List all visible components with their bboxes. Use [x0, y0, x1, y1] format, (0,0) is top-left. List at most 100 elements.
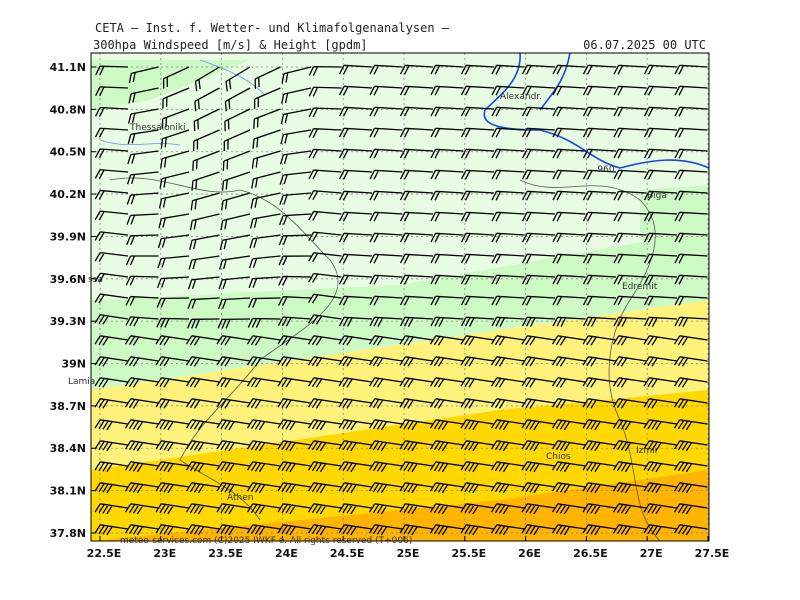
wind-barb	[673, 503, 708, 515]
wind-barb	[216, 482, 251, 494]
lat-tick-label: 38.7N	[50, 400, 86, 413]
wind-barb	[308, 190, 342, 201]
wind-barb	[246, 440, 281, 452]
axes: 41.1N 40.8N 40.5N 40.2N 39.9N 39.6N 39.3N 39N 38…	[50, 61, 730, 560]
wind-barb	[551, 398, 586, 409]
wind-barb	[399, 127, 434, 138]
wind-barb	[643, 503, 678, 515]
wind-barb	[185, 461, 220, 473]
wind-barb	[552, 148, 586, 159]
wind-barb	[155, 398, 190, 409]
wind-barb	[429, 398, 464, 409]
wind-barb	[491, 253, 525, 264]
wind-barb	[338, 440, 373, 452]
lon-tick-label: 26.5E	[573, 547, 608, 560]
wind-barb	[643, 377, 678, 388]
wind-barb	[94, 148, 129, 159]
wind-barb	[193, 129, 220, 151]
lon-tick-label: 23E	[153, 547, 176, 560]
wind-barb	[613, 253, 647, 264]
wind-barb	[94, 210, 129, 221]
institute: CETA – Inst. f. Wetter- und Klimafolgena…	[95, 21, 450, 35]
wind-barb	[124, 356, 159, 367]
wind-barb	[521, 482, 556, 494]
wind-barb	[246, 503, 281, 515]
height-contour	[483, 53, 709, 169]
wind-barb	[430, 232, 464, 243]
wind-barb	[673, 398, 708, 409]
wind-barb	[125, 295, 159, 306]
wind-barb	[124, 419, 159, 431]
wind-barb	[399, 377, 434, 388]
wind-barb	[521, 524, 556, 536]
wind-barb	[490, 461, 525, 473]
wind-barb	[399, 106, 434, 117]
wind-barb	[521, 419, 556, 431]
wind-barb	[250, 192, 281, 209]
wind-barb	[185, 356, 220, 367]
wind-barb	[307, 356, 342, 367]
wind-barb	[460, 482, 495, 494]
frame	[90, 52, 710, 542]
wind-barb	[429, 524, 464, 536]
wind-barb	[126, 234, 159, 246]
wind-barb	[187, 276, 220, 290]
wind-barb	[277, 461, 312, 473]
wind-barb	[643, 169, 678, 180]
wind-barb	[643, 274, 678, 285]
field-title: 300hpa Windspeed [m/s] & Height [gpdm]	[93, 38, 368, 52]
wind-barb	[368, 356, 403, 367]
wind-barb	[582, 440, 617, 452]
wind-barb	[582, 85, 617, 96]
wind-barb	[368, 398, 403, 409]
wind-barb	[127, 108, 159, 124]
wind-barb	[249, 213, 281, 229]
wind-barb	[278, 234, 312, 246]
wind-barb	[124, 461, 159, 473]
wind-barb	[491, 211, 525, 222]
band-orange	[91, 470, 709, 541]
wind-barb	[521, 127, 556, 138]
wind-barb	[460, 253, 495, 264]
wind-barb	[643, 106, 678, 117]
wind-barb	[368, 377, 403, 388]
wind-barb	[279, 192, 312, 205]
wind-barb	[95, 65, 129, 76]
wind-barb	[158, 213, 190, 229]
wind-barb	[369, 232, 403, 243]
wind-barb	[94, 461, 129, 473]
wind-barb	[643, 295, 678, 306]
city-labels: Thessaloniki Alexandr. Biga Edremit ssa Lamia…	[68, 92, 667, 503]
wind-barb	[399, 190, 434, 201]
wind-barb	[551, 335, 586, 346]
wind-barb	[95, 106, 129, 117]
wind-barb	[521, 169, 556, 180]
lat-tick-label: 39.3N	[50, 315, 86, 328]
wind-barb	[460, 232, 495, 243]
wind-barb	[521, 295, 556, 306]
wind-barb	[643, 398, 678, 409]
wind-barb	[399, 356, 434, 367]
wind-barb	[219, 234, 251, 251]
wind-barb	[552, 211, 586, 222]
wind-barb	[307, 419, 342, 431]
wind-barb	[224, 108, 251, 132]
wind-barb	[399, 232, 434, 243]
city-label: Lamia	[68, 377, 95, 387]
wind-barb	[216, 398, 251, 409]
wind-barb	[216, 419, 251, 431]
wind-barb	[217, 297, 251, 310]
wind-barb	[430, 295, 464, 306]
wind-barb	[551, 524, 586, 536]
wind-barb	[582, 106, 617, 117]
wind-barb	[338, 274, 373, 285]
map-area	[91, 53, 709, 541]
wind-barb	[430, 190, 464, 201]
lon-tick-label: 27E	[640, 547, 663, 560]
wind-barb	[399, 316, 434, 327]
wind-barb	[552, 64, 586, 75]
wind-barb	[552, 253, 586, 264]
wind-barb	[338, 295, 373, 306]
wind-barb	[188, 255, 220, 270]
wind-barb	[643, 253, 678, 264]
